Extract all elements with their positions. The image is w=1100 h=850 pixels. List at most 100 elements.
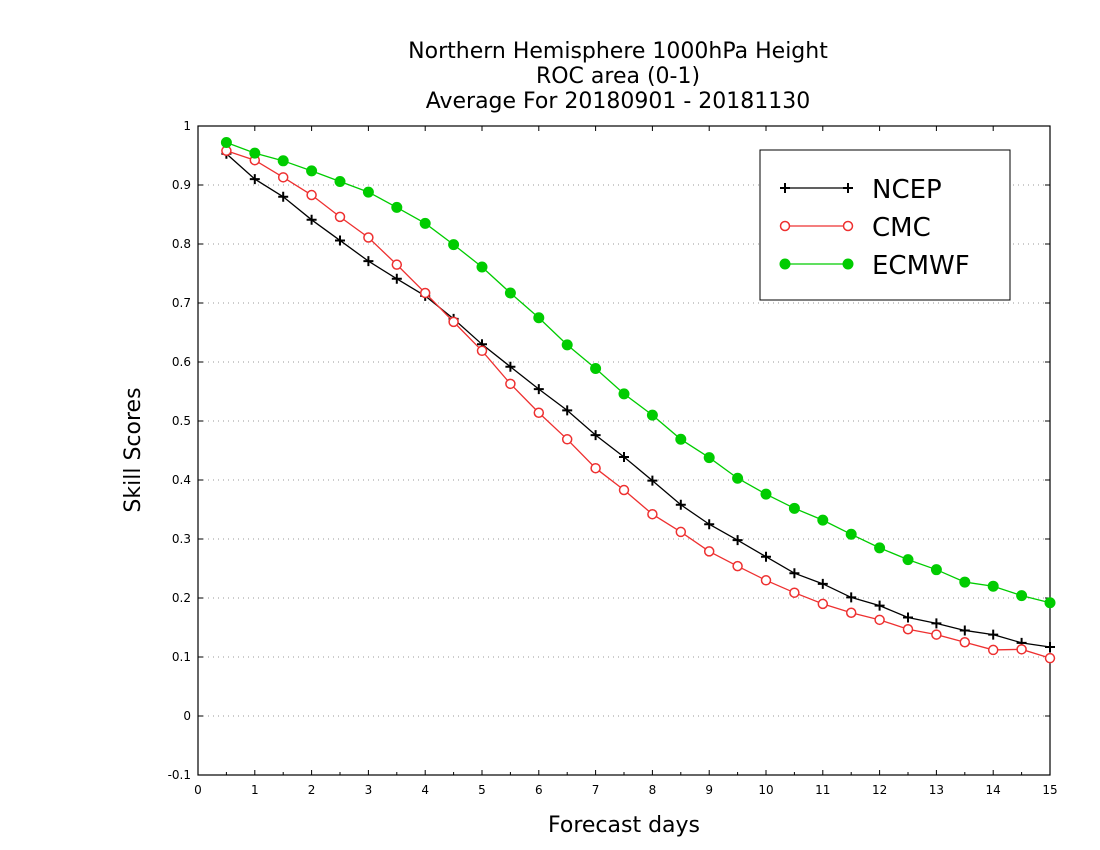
data-point-ecmwf bbox=[987, 580, 999, 592]
data-point-ncep bbox=[988, 629, 999, 640]
data-point-ecmwf bbox=[817, 514, 829, 526]
data-point-ncep bbox=[391, 273, 402, 284]
x-tick-label: 9 bbox=[705, 783, 713, 797]
y-tick-label: 0.3 bbox=[172, 532, 191, 546]
data-point-ncep bbox=[903, 612, 913, 623]
y-tick-label: 0.7 bbox=[172, 296, 191, 310]
data-point-ncep bbox=[278, 191, 289, 202]
data-point-cmc bbox=[561, 434, 573, 445]
chart-title-line-3: Average For 20180901 - 20181130 bbox=[426, 89, 811, 114]
data-point-cmc bbox=[590, 462, 601, 474]
y-tick-labels: -0.1 0 0.1 0.2 0.3 0.4 0.5 0.6 0.7 0.8 0.9 1 bbox=[168, 119, 191, 782]
data-point-ecmwf bbox=[788, 502, 800, 514]
data-point-ecmwf bbox=[448, 239, 460, 251]
data-point-ncep bbox=[590, 430, 601, 441]
chart-title: Northern Hemisphere 1000hPa Height ROC a… bbox=[408, 39, 828, 114]
x-tick-label: 11 bbox=[815, 783, 830, 797]
data-point-ecmwf bbox=[504, 287, 516, 299]
data-point-cmc bbox=[959, 637, 971, 648]
data-point-ncep bbox=[249, 174, 260, 185]
data-point-cmc bbox=[874, 614, 885, 626]
y-tick-label: 0.5 bbox=[172, 414, 191, 428]
data-point-ecmwf bbox=[845, 528, 857, 540]
data-point-cmc bbox=[760, 575, 772, 586]
y-axis-label: Skill Scores bbox=[121, 387, 146, 512]
y-tick-label: 0.1 bbox=[172, 650, 191, 664]
x-tick-label: 1 bbox=[251, 783, 259, 797]
series-ecmwf bbox=[220, 137, 1056, 609]
x-tick-label: 15 bbox=[1042, 783, 1057, 797]
x-tick-label: 13 bbox=[929, 783, 944, 797]
data-point-ecmwf bbox=[703, 452, 715, 464]
data-point-ecmwf bbox=[533, 312, 545, 324]
x-tick-label: 14 bbox=[986, 783, 1001, 797]
grid-lines bbox=[198, 184, 1050, 717]
x-tick-label: 10 bbox=[758, 783, 773, 797]
y-tick-label: -0.1 bbox=[168, 768, 191, 782]
data-point-cmc bbox=[902, 624, 914, 635]
data-point-ncep bbox=[959, 625, 970, 636]
data-point-ncep bbox=[789, 568, 800, 579]
x-tick-label: 6 bbox=[535, 783, 543, 797]
data-point-ncep bbox=[505, 361, 516, 372]
legend-item-ncep: NCEP bbox=[780, 175, 942, 205]
y-tick-label: 0.6 bbox=[172, 355, 191, 369]
data-point-ecmwf bbox=[618, 388, 630, 400]
y-tick-label: 1 bbox=[183, 119, 191, 133]
data-point-ecmwf bbox=[476, 261, 488, 273]
data-point-ecmwf bbox=[1044, 597, 1056, 609]
data-point-cmc bbox=[533, 407, 545, 418]
y-tick-label: 0.9 bbox=[172, 178, 191, 192]
legend-marker-ncep bbox=[780, 183, 790, 193]
x-tick-label: 2 bbox=[308, 783, 316, 797]
data-point-cmc bbox=[476, 345, 488, 357]
data-point-cmc bbox=[987, 644, 999, 656]
data-point-ncep bbox=[931, 618, 942, 629]
data-point-ecmwf bbox=[277, 155, 289, 167]
x-tick-label: 0 bbox=[194, 783, 202, 797]
data-point-ecmwf bbox=[902, 554, 914, 566]
legend-label-ncep: NCEP bbox=[872, 175, 942, 205]
data-point-cmc bbox=[675, 526, 687, 538]
y-tick-label: 0.2 bbox=[172, 591, 191, 605]
legend-marker-ecmwf bbox=[779, 258, 791, 270]
data-point-ecmwf bbox=[959, 576, 971, 588]
data-point-cmc bbox=[363, 232, 374, 243]
data-point-ecmwf bbox=[675, 433, 687, 445]
data-point-ecmwf bbox=[1016, 590, 1028, 602]
data-point-ecmwf bbox=[220, 137, 232, 149]
data-point-cmc bbox=[419, 287, 431, 299]
data-point-cmc bbox=[618, 484, 630, 496]
data-point-ecmwf bbox=[561, 339, 573, 351]
data-point-ncep bbox=[533, 384, 544, 395]
data-point-cmc bbox=[703, 546, 715, 557]
legend: NCEP CMC ECMWF bbox=[759, 149, 1011, 301]
data-point-ecmwf bbox=[306, 165, 318, 177]
y-tick-label: 0.8 bbox=[172, 237, 191, 251]
y-tick-label: 0.4 bbox=[172, 473, 191, 487]
data-point-cmc bbox=[277, 172, 289, 183]
legend-marker-ecmwf bbox=[842, 258, 854, 270]
data-point-ecmwf bbox=[362, 186, 374, 198]
chart-title-line-1: Northern Hemisphere 1000hPa Height bbox=[408, 39, 828, 64]
x-tick-label: 3 bbox=[365, 783, 373, 797]
data-point-ecmwf bbox=[334, 175, 346, 187]
data-point-cmc bbox=[334, 211, 346, 223]
data-point-ecmwf bbox=[590, 362, 602, 374]
data-point-ecmwf bbox=[391, 201, 403, 213]
data-point-cmc bbox=[1016, 644, 1027, 655]
data-point-ncep bbox=[675, 499, 686, 510]
data-point-ncep bbox=[647, 475, 658, 486]
data-point-ecmwf bbox=[419, 217, 431, 229]
data-point-ecmwf bbox=[930, 564, 942, 576]
data-point-cmc bbox=[1044, 652, 1056, 664]
legend-items: NCEP CMC ECMWF bbox=[779, 175, 970, 281]
data-point-cmc bbox=[789, 587, 800, 598]
data-point-ncep bbox=[1045, 641, 1055, 652]
data-point-cmc bbox=[505, 378, 516, 390]
data-point-ncep bbox=[306, 214, 317, 225]
series-cmc bbox=[221, 145, 1056, 664]
data-point-ncep bbox=[732, 535, 743, 546]
data-point-ecmwf bbox=[732, 472, 744, 484]
